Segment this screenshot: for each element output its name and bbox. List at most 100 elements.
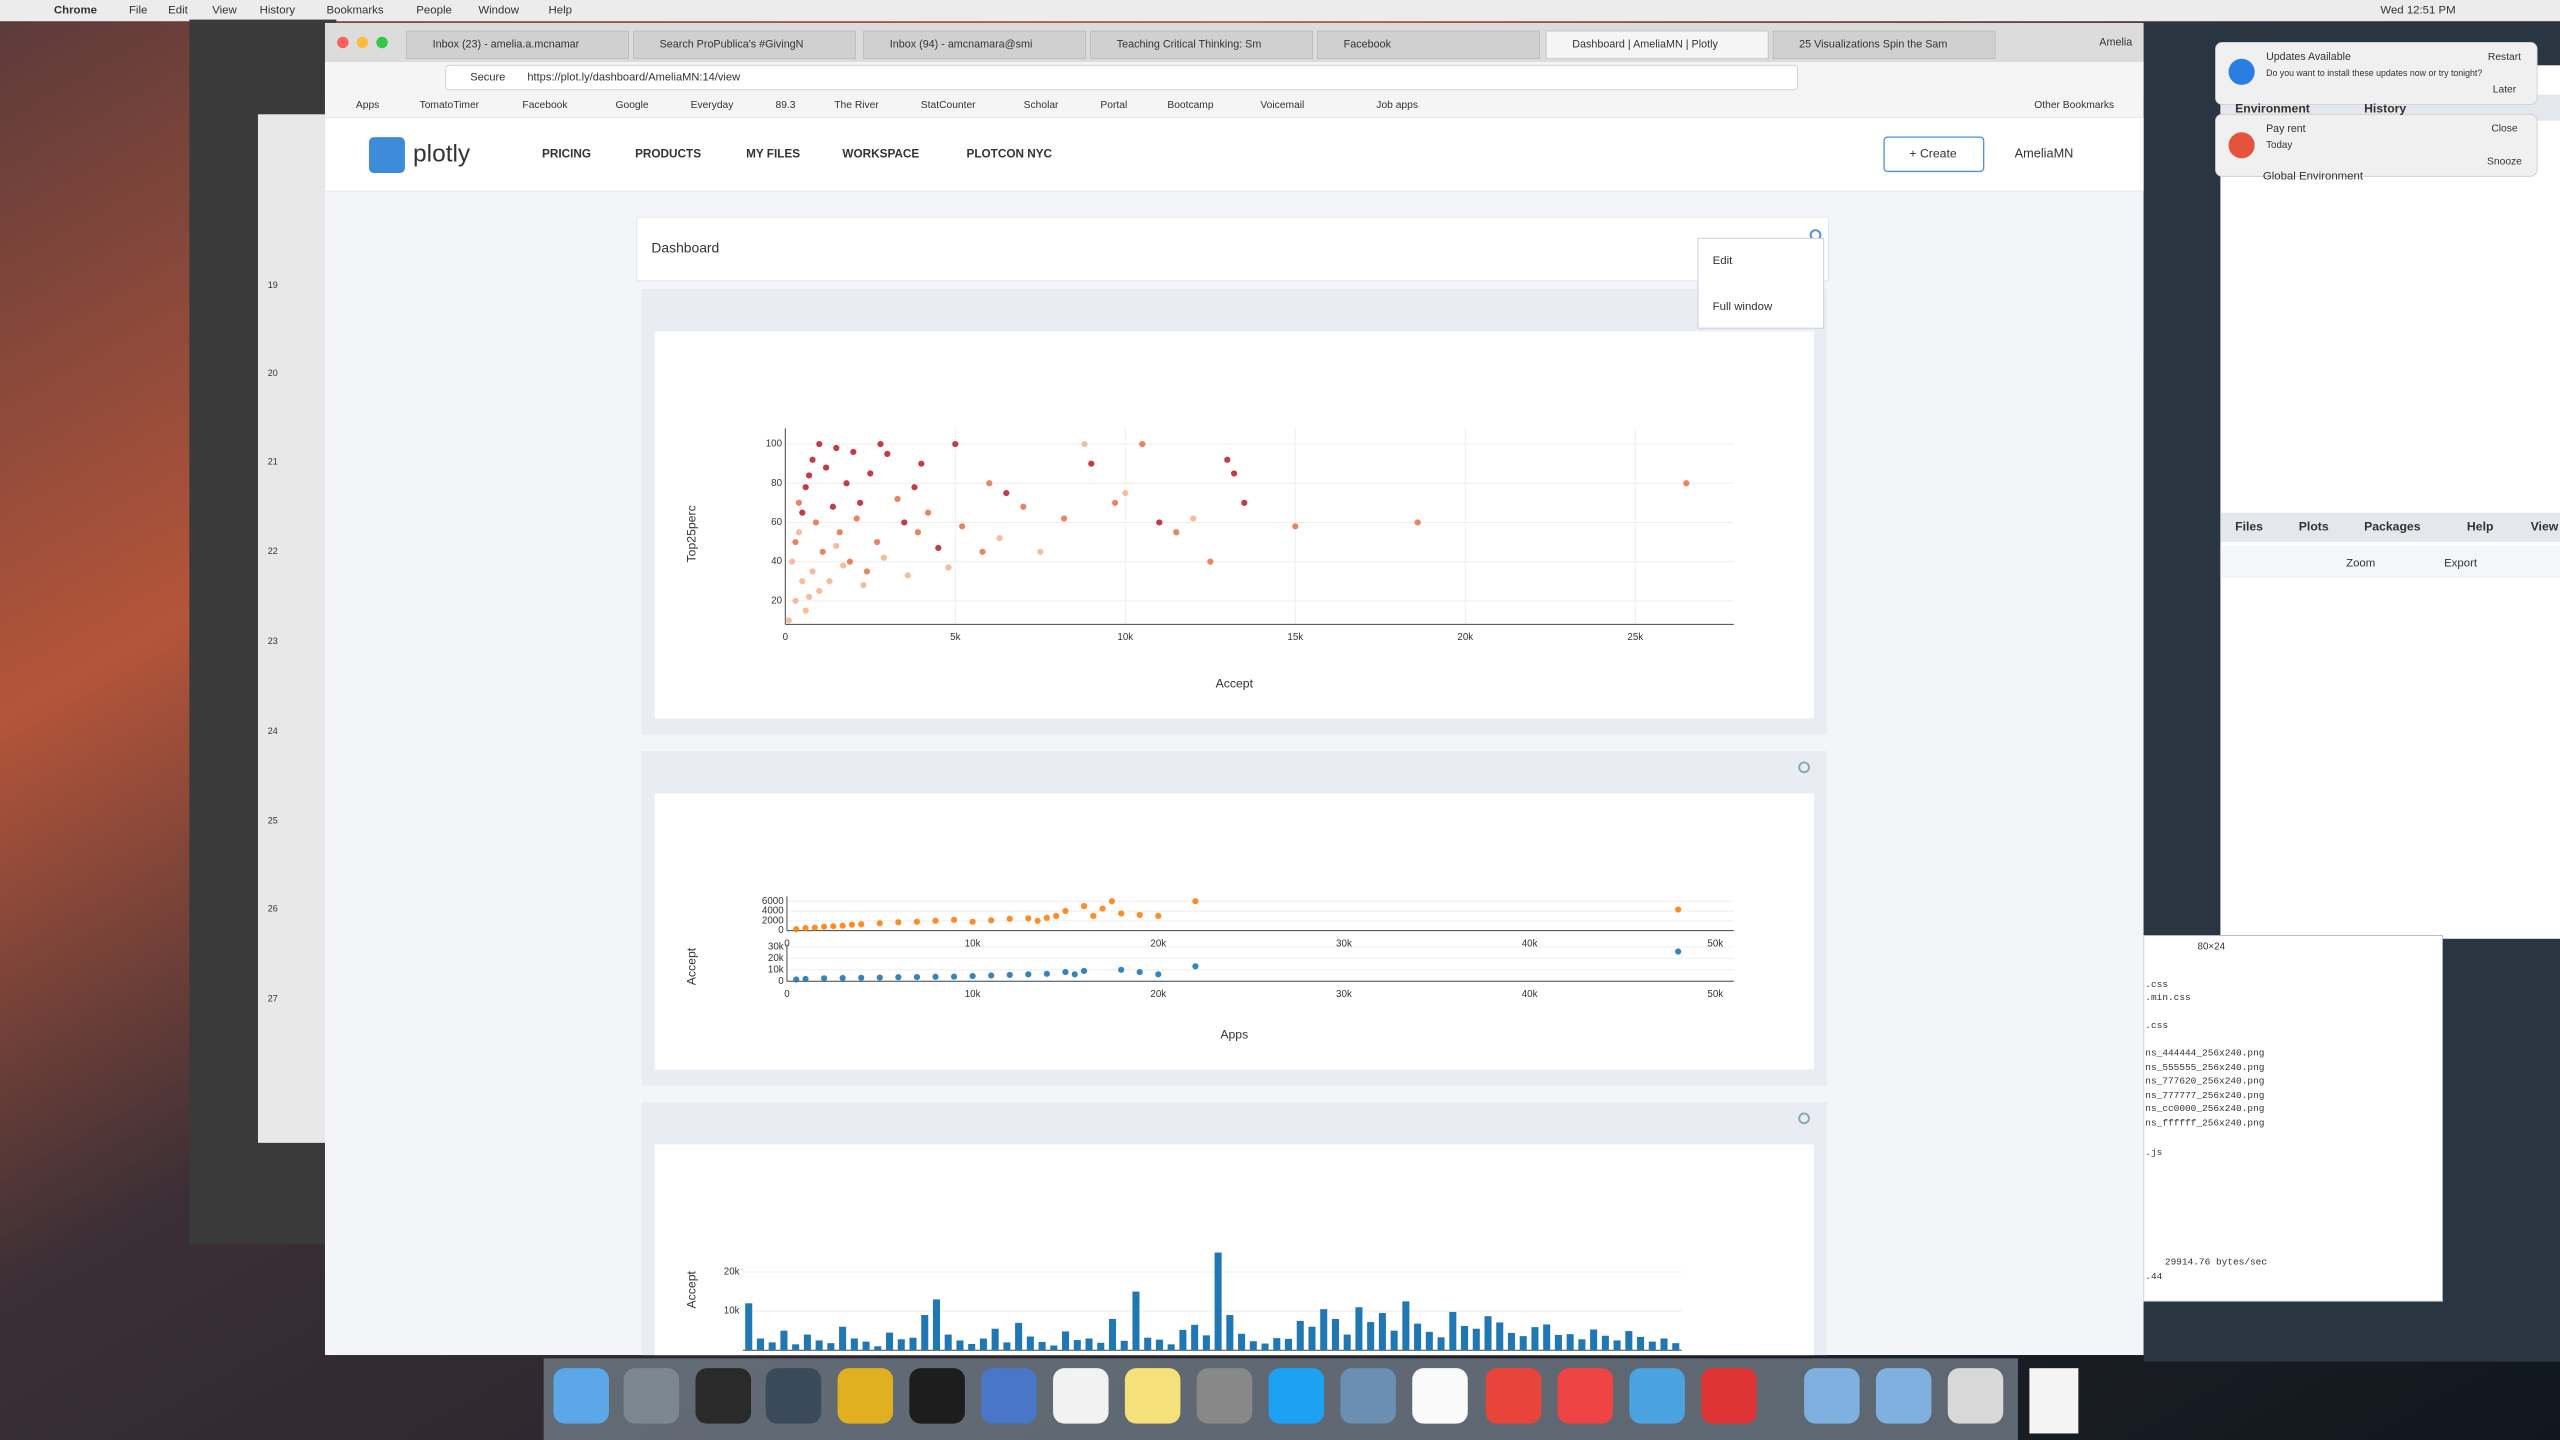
bookmark[interactable]: TomatoTimer bbox=[420, 100, 480, 111]
omnibox[interactable] bbox=[445, 64, 1798, 91]
close-button[interactable] bbox=[337, 36, 349, 49]
dock-icon[interactable] bbox=[1340, 1368, 1396, 1424]
pane-tab[interactable]: Packages bbox=[2364, 520, 2421, 534]
bar bbox=[1120, 1340, 1128, 1351]
menu-item[interactable]: View bbox=[212, 5, 237, 17]
minimize-button[interactable] bbox=[356, 36, 369, 49]
nav-link[interactable]: WORKSPACE bbox=[842, 147, 919, 160]
menu-item[interactable]: File bbox=[129, 5, 147, 17]
nav-link[interactable]: PRODUCTS bbox=[635, 147, 701, 160]
bookmark[interactable]: StatCounter bbox=[921, 100, 976, 111]
bookmark[interactable]: Scholar bbox=[1024, 100, 1059, 111]
point bbox=[795, 529, 803, 536]
tab[interactable] bbox=[633, 30, 856, 60]
dock-icon[interactable] bbox=[1701, 1368, 1757, 1424]
tab-title[interactable]: Facebook bbox=[1344, 39, 1392, 51]
pane-tab[interactable]: History bbox=[2364, 102, 2406, 116]
dock-icon[interactable] bbox=[623, 1368, 680, 1424]
tool-button[interactable]: Export bbox=[2444, 557, 2478, 569]
bookmark[interactable]: Voicemail bbox=[1260, 100, 1304, 111]
notification-action[interactable]: Restart bbox=[2488, 52, 2521, 63]
notification-title: Updates Available bbox=[2266, 51, 2351, 63]
tab[interactable] bbox=[863, 30, 1087, 60]
tab-title[interactable]: 25 Visualizations Spin the Sam bbox=[1799, 39, 1947, 51]
notification-title: Pay rent bbox=[2266, 123, 2306, 135]
pdf-file[interactable] bbox=[2029, 1368, 2079, 1434]
dock-icon[interactable] bbox=[909, 1368, 965, 1424]
dock-icon[interactable] bbox=[1629, 1368, 1685, 1424]
menu-item[interactable]: People bbox=[416, 5, 452, 17]
tab-title[interactable]: Dashboard | AmeliaMN | Plotly bbox=[1572, 39, 1718, 51]
bookmark[interactable]: The River bbox=[834, 100, 879, 111]
tab-title[interactable]: Search ProPublica's #GivingN bbox=[660, 39, 804, 51]
panel-settings[interactable] bbox=[1798, 761, 1810, 774]
dock-icon[interactable] bbox=[695, 1368, 752, 1424]
bar bbox=[897, 1339, 905, 1351]
dock-icon[interactable] bbox=[1947, 1368, 2004, 1424]
bookmark[interactable]: 89.3 bbox=[776, 100, 796, 111]
notification[interactable] bbox=[2215, 42, 2538, 105]
zoom-button[interactable] bbox=[376, 36, 388, 49]
dock-icon[interactable] bbox=[837, 1368, 894, 1424]
bookmark[interactable]: Job apps bbox=[1376, 100, 1418, 111]
tab-title[interactable]: Teaching Critical Thinking: Sm bbox=[1117, 39, 1262, 51]
dock-icon[interactable] bbox=[1804, 1368, 1860, 1424]
panel-settings[interactable] bbox=[1798, 1112, 1810, 1125]
point bbox=[935, 544, 942, 552]
other-bookmarks[interactable]: Other Bookmarks bbox=[2034, 100, 2114, 111]
dock-icon[interactable] bbox=[1053, 1368, 1109, 1424]
tab[interactable] bbox=[1317, 30, 1540, 60]
tab-title[interactable]: Inbox (23) - amelia.a.mcnamar bbox=[433, 39, 580, 51]
dock-icon[interactable] bbox=[553, 1368, 609, 1424]
create-button[interactable] bbox=[1883, 136, 1985, 173]
dock-icon[interactable] bbox=[1196, 1368, 1253, 1424]
notification-action[interactable]: Snooze bbox=[2487, 156, 2522, 167]
menu-app[interactable]: Chrome bbox=[54, 5, 97, 17]
logo[interactable]: plotly bbox=[413, 141, 471, 168]
menu-item[interactable]: Window bbox=[478, 5, 519, 17]
user-menu[interactable]: AmeliaMN bbox=[2015, 146, 2074, 161]
tool-button[interactable]: Zoom bbox=[2346, 557, 2375, 569]
menu-item[interactable]: Help bbox=[549, 5, 572, 17]
bar bbox=[1285, 1338, 1293, 1351]
dock-icon[interactable] bbox=[1875, 1368, 1932, 1424]
bookmark[interactable]: Apps bbox=[356, 100, 379, 111]
notification-action[interactable]: Later bbox=[2493, 85, 2517, 96]
notification-action[interactable]: Close bbox=[2491, 124, 2518, 135]
url[interactable]: https://plot.ly/dashboard/AmeliaMN:14/vi… bbox=[527, 71, 741, 83]
bar bbox=[956, 1340, 964, 1351]
tab[interactable] bbox=[1772, 30, 1996, 60]
nav-link[interactable]: PLOTCON NYC bbox=[967, 147, 1053, 160]
bookmark[interactable]: Facebook bbox=[522, 100, 568, 111]
bookmark[interactable]: Portal bbox=[1100, 100, 1127, 111]
dock-icon[interactable] bbox=[1412, 1368, 1468, 1424]
tab[interactable] bbox=[1090, 30, 1313, 60]
nav-link[interactable]: MY FILES bbox=[746, 147, 800, 160]
menu-item[interactable]: History bbox=[260, 5, 296, 17]
bookmark[interactable]: Bootcamp bbox=[1167, 100, 1214, 111]
menu-item[interactable]: Bookmarks bbox=[327, 5, 384, 17]
create-label[interactable]: + Create bbox=[1909, 147, 1956, 161]
menu-item[interactable]: Edit bbox=[168, 5, 188, 17]
dock-icon[interactable] bbox=[1557, 1368, 1614, 1424]
menu-item[interactable]: Edit bbox=[1713, 255, 1733, 267]
pane-tab[interactable]: View bbox=[2531, 520, 2559, 534]
pane-tab[interactable]: Plots bbox=[2299, 520, 2329, 534]
slide-number: 19 bbox=[268, 280, 278, 290]
tab[interactable] bbox=[406, 30, 629, 60]
nav-link[interactable]: PRICING bbox=[542, 147, 591, 160]
dock-icon[interactable] bbox=[1485, 1368, 1542, 1424]
dock-icon[interactable] bbox=[1268, 1368, 1325, 1424]
dock-icon[interactable] bbox=[765, 1368, 822, 1424]
tab[interactable] bbox=[1545, 30, 1769, 60]
dock-icon[interactable] bbox=[981, 1368, 1037, 1424]
pane-tab[interactable]: Files bbox=[2235, 520, 2263, 534]
pane-tab[interactable]: Environment bbox=[2235, 102, 2310, 116]
dock-icon[interactable] bbox=[1124, 1368, 1181, 1424]
pane-tab[interactable]: Help bbox=[2467, 520, 2494, 534]
bookmark[interactable]: Everyday bbox=[691, 100, 735, 111]
tab-title[interactable]: Inbox (94) - amcnamara@smi bbox=[890, 39, 1033, 51]
bookmark[interactable]: Google bbox=[616, 100, 649, 111]
menu-item[interactable]: Full window bbox=[1713, 301, 1773, 313]
notification[interactable] bbox=[2215, 113, 2538, 177]
